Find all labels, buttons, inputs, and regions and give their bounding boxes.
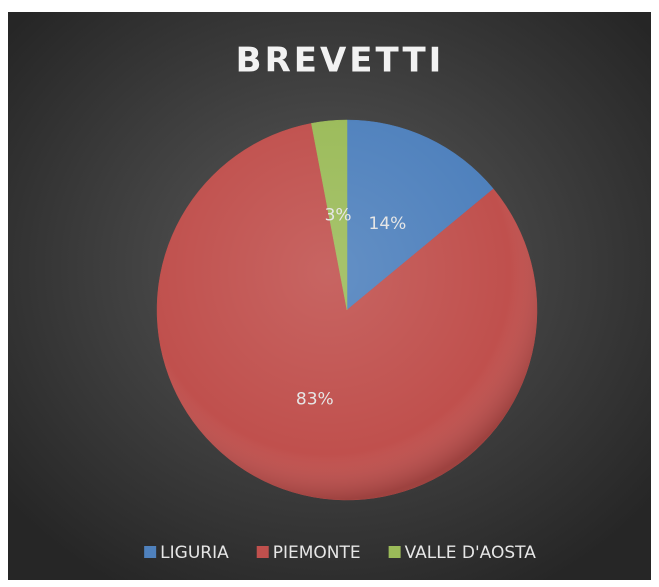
legend-label: PIEMONTE (273, 543, 361, 563)
legend-swatch (388, 546, 401, 558)
data-label: 3% (325, 205, 352, 225)
data-label: 83% (296, 389, 334, 409)
legend-label: VALLE D'AOSTA (405, 543, 537, 563)
legend-swatch (144, 546, 157, 558)
legend-swatch (256, 546, 269, 558)
data-label: 14% (369, 214, 407, 234)
legend-label: LIGURIA (160, 543, 229, 563)
chart-title: BREVETTI (236, 41, 445, 81)
